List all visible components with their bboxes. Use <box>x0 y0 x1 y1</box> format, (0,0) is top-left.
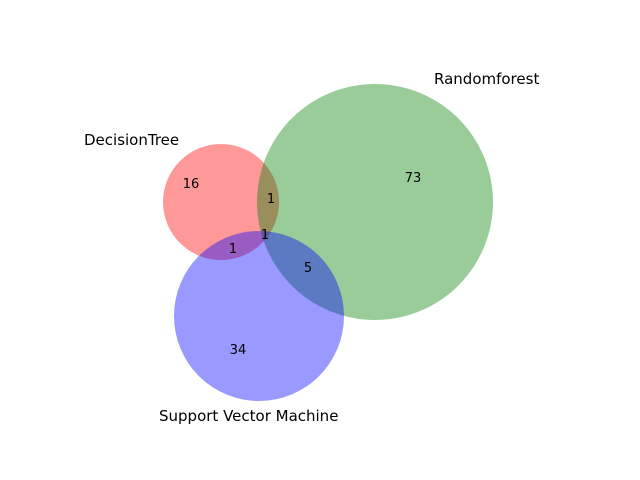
region-count-svm-only: 34 <box>230 343 247 358</box>
region-count-decisiontree-only: 16 <box>183 177 200 192</box>
set-circle-decisiontree <box>163 144 279 260</box>
set-label-support-vector-machine: Support Vector Machine <box>159 407 338 425</box>
region-count-decisiontree-svm: 1 <box>229 242 237 257</box>
region-count-all-three: 1 <box>261 228 269 243</box>
region-count-randomforest-only: 73 <box>405 171 422 186</box>
region-count-randomforest-svm: 5 <box>304 261 312 276</box>
set-circle-support-vector-machine <box>174 231 344 401</box>
set-label-randomforest: Randomforest <box>434 70 539 88</box>
region-count-decisiontree-randomforest: 1 <box>267 192 275 207</box>
set-label-decisiontree: DecisionTree <box>84 131 179 149</box>
set-circle-randomforest <box>257 84 493 320</box>
